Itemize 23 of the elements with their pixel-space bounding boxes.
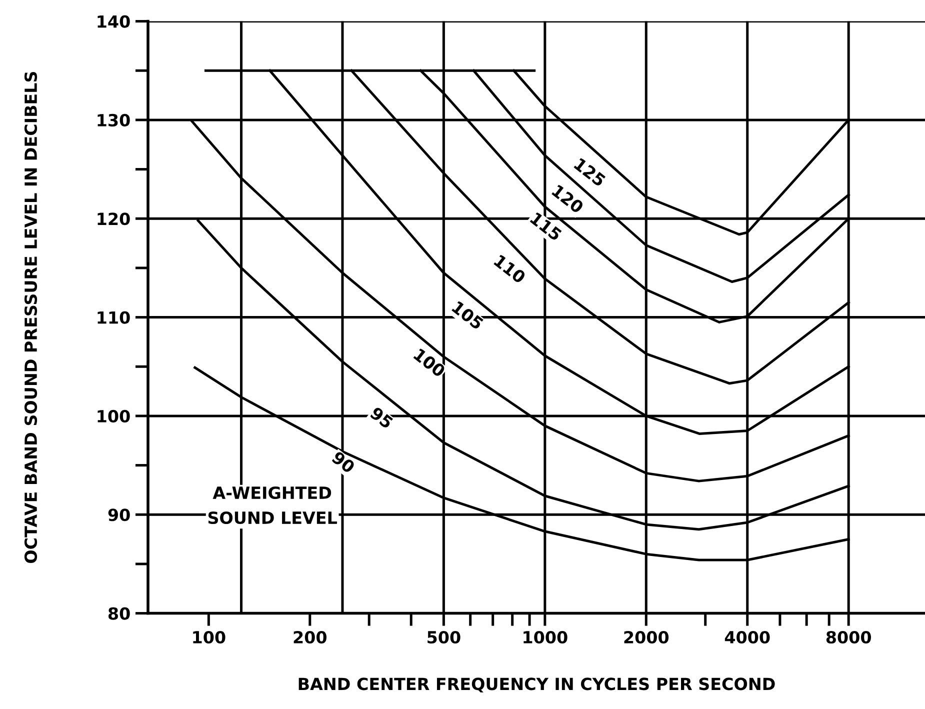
x-tick-label: 100	[193, 630, 226, 644]
x-tick-label: 4000	[724, 630, 770, 644]
x-tick-label: 8000	[826, 630, 871, 644]
y-tick-label: 120	[98, 212, 130, 226]
y-tick-label: 90	[108, 508, 130, 522]
y-tick-label: 80	[108, 607, 130, 620]
x-tick-label: 2000	[624, 630, 669, 644]
y-tick-label: 130	[98, 114, 130, 127]
x-axis-title: BAND CENTER FREQUENCY IN CYCLES PER SECOND	[298, 678, 775, 692]
y-tick-label: 100	[98, 410, 130, 423]
x-tick-label: 200	[294, 630, 326, 644]
annotation: 90	[331, 450, 356, 474]
annotation: 115	[530, 212, 562, 242]
y-axis-title: OCTAVE BAND SOUND PRESSURE LEVEL IN DECIBELS	[24, 72, 38, 563]
y-tick-label: 140	[98, 15, 130, 28]
annotation: 110	[493, 254, 527, 284]
annotation: 95	[369, 406, 394, 430]
annotation: A-WEIGHTED SOUND LEVEL	[208, 486, 337, 524]
annotation: 100	[413, 348, 446, 378]
x-tick-label: 1000	[524, 630, 568, 644]
y-tick-label: 110	[98, 311, 130, 324]
x-tick-label: 500	[428, 630, 460, 644]
annotation: 105	[451, 300, 484, 330]
